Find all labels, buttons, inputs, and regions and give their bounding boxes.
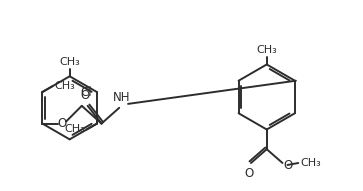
Text: CH₃: CH₃ <box>300 158 321 168</box>
Text: O: O <box>244 167 254 180</box>
Text: CH₃: CH₃ <box>59 57 80 67</box>
Text: Cl: Cl <box>81 86 92 99</box>
Text: CH₃: CH₃ <box>64 125 85 134</box>
Text: O: O <box>284 159 293 172</box>
Text: NH: NH <box>113 91 130 104</box>
Text: CH₃: CH₃ <box>54 81 75 91</box>
Text: CH₃: CH₃ <box>256 45 277 55</box>
Text: O: O <box>80 89 89 102</box>
Text: O: O <box>57 117 67 130</box>
